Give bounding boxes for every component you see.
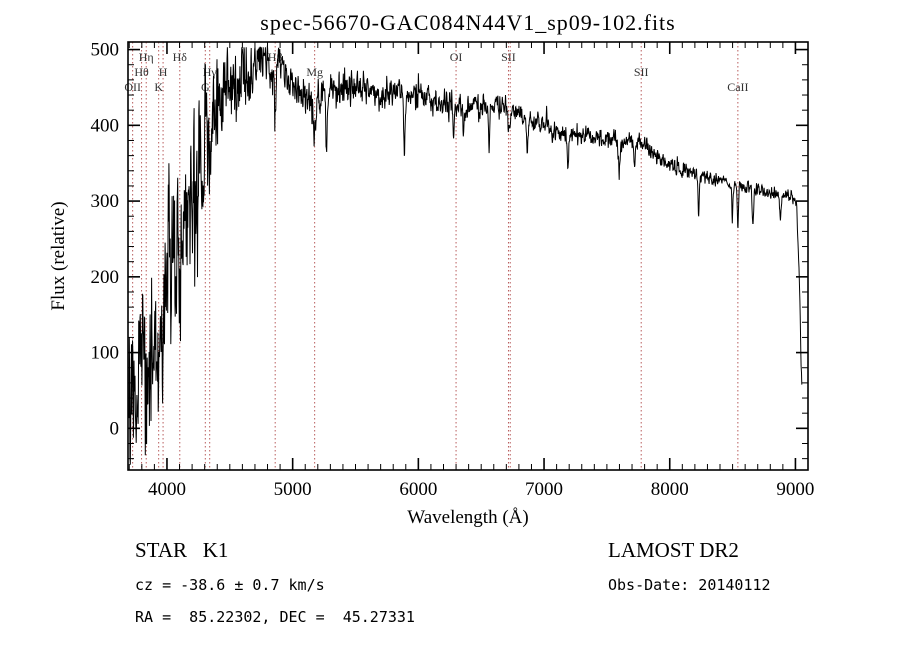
x-axis-label: Wavelength (Å) bbox=[407, 507, 528, 528]
svg-text:SII: SII bbox=[501, 50, 516, 64]
svg-text:5000: 5000 bbox=[274, 479, 312, 500]
svg-text:0: 0 bbox=[110, 418, 120, 439]
survey-label: LAMOST DR2 bbox=[608, 538, 739, 562]
svg-text:K: K bbox=[154, 80, 163, 94]
svg-text:Hδ: Hδ bbox=[173, 50, 188, 64]
obs-date-label: Obs-Date: 20140112 bbox=[608, 576, 771, 594]
svg-text:Hθ: Hθ bbox=[134, 65, 149, 79]
svg-text:7000: 7000 bbox=[525, 479, 563, 500]
svg-text:H: H bbox=[159, 65, 168, 79]
svg-text:200: 200 bbox=[91, 267, 120, 288]
svg-text:300: 300 bbox=[91, 191, 120, 212]
svg-text:4000: 4000 bbox=[148, 479, 186, 500]
svg-text:9000: 9000 bbox=[776, 479, 814, 500]
svg-text:6000: 6000 bbox=[399, 479, 437, 500]
object-class-label: STAR K1 bbox=[135, 538, 229, 562]
y-axis-label: Flux (relative) bbox=[48, 201, 69, 310]
svg-text:8000: 8000 bbox=[651, 479, 689, 500]
plot-title: spec-56670-GAC084N44V1_sp09-102.fits bbox=[260, 10, 676, 35]
radial-velocity-label: cz = -38.6 ± 0.7 km/s bbox=[135, 576, 325, 594]
svg-text:100: 100 bbox=[91, 343, 120, 364]
svg-text:Hγ: Hγ bbox=[203, 65, 218, 79]
ra-dec-label: RA = 85.22302, DEC = 45.27331 bbox=[135, 608, 415, 626]
svg-text:Mg: Mg bbox=[306, 65, 323, 79]
svg-text:CaII: CaII bbox=[727, 80, 748, 94]
svg-text:OII: OII bbox=[124, 80, 141, 94]
svg-text:SII: SII bbox=[634, 65, 649, 79]
svg-text:Hη: Hη bbox=[139, 50, 154, 64]
svg-text:OI: OI bbox=[450, 50, 463, 64]
svg-text:400: 400 bbox=[91, 115, 120, 136]
svg-text:500: 500 bbox=[91, 40, 120, 61]
